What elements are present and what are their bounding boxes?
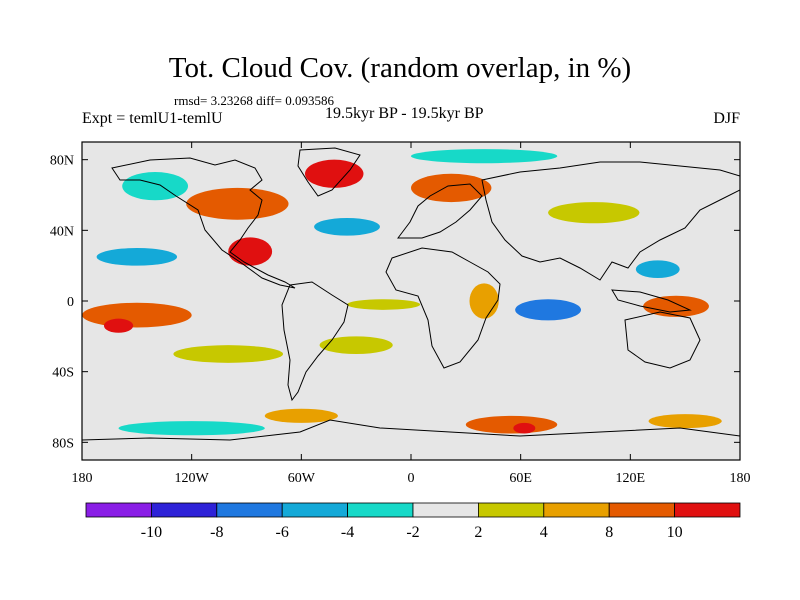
anomaly-region: [469, 283, 498, 318]
colorbar-swatch: [282, 503, 347, 517]
anomaly-region: [97, 248, 177, 266]
colorbar-level-label: 4: [540, 524, 548, 541]
anomaly-region: [411, 149, 557, 163]
anomaly-region: [548, 202, 639, 223]
colorbar: -10 -8 -6 -4 -2 2 4 8 10: [86, 503, 740, 541]
colorbar-swatch: [151, 503, 216, 517]
colorbar-swatch: [478, 503, 543, 517]
anomaly-region: [104, 319, 133, 333]
colorbar-level-label: -4: [341, 524, 354, 541]
map-figure: 180 120W 60W 0 60E 120E 180 80N 40N 0 40S 80S -10 -8…: [0, 0, 800, 600]
colorbar-swatch: [544, 503, 609, 517]
anomaly-region: [119, 421, 265, 435]
y-tick-label: 40S: [52, 366, 74, 381]
x-tick-label: 60W: [288, 471, 316, 486]
x-tick-label: 120E: [616, 471, 646, 486]
anomaly-region: [228, 237, 272, 265]
colorbar-swatch: [348, 503, 413, 517]
x-tick-label: 0: [408, 471, 415, 486]
colorbar-swatch: [413, 503, 478, 517]
anomaly-region: [122, 172, 188, 200]
x-tick-label: 60E: [509, 471, 532, 486]
anomaly-region: [649, 414, 722, 428]
x-tick-label: 180: [730, 471, 751, 486]
anomaly-region: [636, 260, 680, 278]
colorbar-level-label: 10: [667, 524, 683, 541]
colorbar-level-label: 2: [474, 524, 482, 541]
anomaly-region: [186, 188, 288, 220]
colorbar-swatch: [217, 503, 282, 517]
x-tick-label: 180: [72, 471, 93, 486]
y-tick-label: 80S: [52, 436, 74, 451]
anomaly-region: [411, 174, 491, 202]
x-tick-label: 120W: [175, 471, 210, 486]
anomaly-region: [173, 345, 283, 363]
anomaly-region: [466, 416, 557, 434]
anomaly-region: [515, 299, 581, 320]
colorbar-level-label: -8: [210, 524, 223, 541]
colorbar-swatch: [86, 503, 151, 517]
anomaly-region: [347, 299, 420, 310]
colorbar-level-label: -6: [276, 524, 289, 541]
colorbar-level-label: 8: [605, 524, 613, 541]
colorbar-swatch: [609, 503, 674, 517]
colorbar-level-label: -2: [406, 524, 419, 541]
y-tick-label: 80N: [50, 154, 74, 169]
y-tick-label: 0: [67, 295, 74, 310]
anomaly-region: [305, 160, 363, 188]
colorbar-swatch: [675, 503, 740, 517]
anomaly-region: [314, 218, 380, 236]
anomaly-region: [513, 423, 535, 434]
anomaly-region: [320, 336, 393, 354]
anomaly-region: [82, 303, 192, 328]
y-tick-label: 40N: [50, 224, 74, 239]
colorbar-level-label: -10: [141, 524, 162, 541]
